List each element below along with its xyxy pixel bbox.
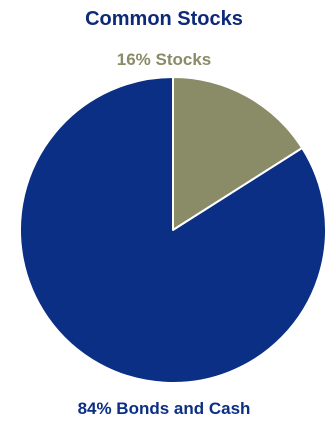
slice-label-stocks: 16% Stocks — [116, 50, 212, 69]
pie-slice-bonds-and-cash — [19, 76, 327, 384]
pie-slices — [19, 76, 327, 384]
slice-label-bonds-and-cash: 84% Bonds and Cash — [77, 399, 251, 418]
pie-slice-stocks — [172, 76, 304, 231]
chart-title: Common Stocks — [85, 8, 243, 30]
